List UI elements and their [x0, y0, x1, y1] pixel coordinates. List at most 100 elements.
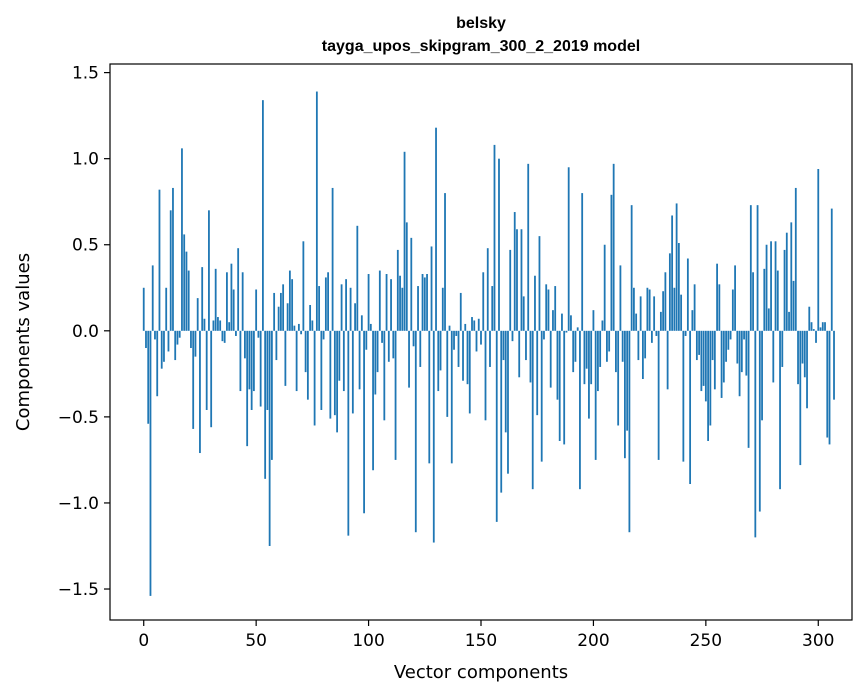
bar-283 — [779, 330, 781, 490]
bar-279 — [770, 241, 772, 331]
bar-30 — [210, 330, 213, 428]
bar-100 — [367, 274, 370, 331]
x-axis-label: Vector components — [394, 662, 568, 683]
bar-12 — [169, 210, 172, 331]
bar-304 — [826, 330, 829, 438]
bar-171 — [527, 163, 530, 331]
bar-215 — [626, 330, 629, 431]
bar-242 — [686, 258, 689, 331]
bar-165 — [513, 212, 516, 331]
bar-199 — [590, 330, 593, 385]
bar-129 — [432, 330, 435, 543]
bar-221 — [639, 296, 642, 331]
bar-47 — [248, 330, 251, 390]
bar-303 — [824, 322, 826, 331]
bar-248 — [700, 330, 703, 392]
bar-126 — [426, 274, 428, 331]
bar-178 — [543, 330, 545, 340]
bar-55 — [266, 330, 269, 410]
bar-190 — [570, 315, 572, 331]
bar-166 — [516, 229, 518, 331]
bar-85 — [333, 330, 336, 416]
bar-150 — [480, 330, 482, 345]
bar-62 — [282, 284, 285, 331]
bar-180 — [547, 289, 550, 331]
bar-132 — [439, 330, 442, 371]
bar-52 — [259, 330, 262, 407]
bar-41 — [235, 330, 237, 336]
bar-101 — [369, 323, 372, 331]
bar-96 — [358, 330, 361, 390]
x-axis: 0 50 100 150 200 250 300 — [138, 620, 834, 651]
bar-22 — [192, 330, 195, 429]
bar-10 — [165, 287, 168, 331]
y-tick-label: 1.5 — [72, 64, 99, 84]
bar-98 — [363, 330, 365, 514]
chart-title: belsky — [456, 15, 506, 32]
bar-175 — [536, 330, 539, 416]
bar-45 — [244, 330, 246, 359]
bar-82 — [327, 272, 329, 331]
bar-189 — [567, 167, 570, 331]
bar-271 — [752, 272, 754, 331]
bar-119 — [410, 237, 413, 331]
bar-192 — [574, 330, 577, 362]
bar-137 — [450, 330, 453, 464]
bar-74 — [309, 304, 312, 331]
bar-17 — [181, 148, 183, 331]
bar-135 — [446, 330, 449, 417]
bar-245 — [693, 284, 696, 331]
bar-26 — [201, 267, 204, 331]
bar-80 — [322, 330, 325, 340]
bar-109 — [387, 330, 390, 362]
bar-163 — [509, 249, 512, 331]
y-tick-label: 1.0 — [72, 150, 99, 170]
bar-11 — [167, 330, 170, 352]
x-tick-label: 0 — [138, 631, 149, 651]
bar-164 — [511, 330, 514, 342]
bar-282 — [776, 270, 779, 331]
bar-128 — [430, 246, 433, 331]
bar-117 — [405, 222, 408, 331]
bar-299 — [815, 330, 817, 343]
bar-114 — [399, 275, 401, 331]
bar-173 — [531, 330, 534, 490]
bar-37 — [226, 272, 228, 331]
bar-68 — [295, 330, 298, 392]
bar-259 — [725, 330, 727, 362]
bar-198 — [588, 330, 590, 419]
bar-181 — [549, 330, 552, 388]
bar-257 — [720, 330, 723, 398]
bar-277 — [765, 244, 768, 331]
bar-86 — [336, 330, 338, 433]
bar-200 — [592, 310, 595, 331]
bar-33 — [217, 317, 219, 331]
bar-108 — [385, 274, 388, 331]
bar-110 — [390, 279, 392, 331]
bar-139 — [455, 330, 458, 336]
bar-122 — [417, 286, 419, 331]
bar-23 — [194, 330, 197, 357]
bar-136 — [448, 325, 451, 331]
bar-179 — [545, 284, 548, 331]
bar-288 — [790, 222, 793, 331]
bar-264 — [736, 330, 739, 364]
bar-167 — [518, 330, 521, 378]
bar-19 — [185, 251, 188, 331]
bar-40 — [232, 289, 235, 331]
bar-46 — [246, 330, 249, 447]
bar-301 — [819, 327, 822, 331]
bar-236 — [673, 287, 676, 331]
bar-103 — [374, 330, 377, 395]
bar-176 — [538, 236, 541, 331]
bar-297 — [810, 322, 813, 331]
bar-4 — [151, 265, 154, 331]
bar-295 — [806, 330, 808, 409]
bar-260 — [727, 330, 730, 350]
bar-51 — [257, 330, 260, 338]
x-tick-label: 250 — [690, 631, 722, 651]
bar-124 — [421, 274, 424, 331]
bar-273 — [756, 205, 759, 331]
bar-289 — [792, 280, 795, 331]
